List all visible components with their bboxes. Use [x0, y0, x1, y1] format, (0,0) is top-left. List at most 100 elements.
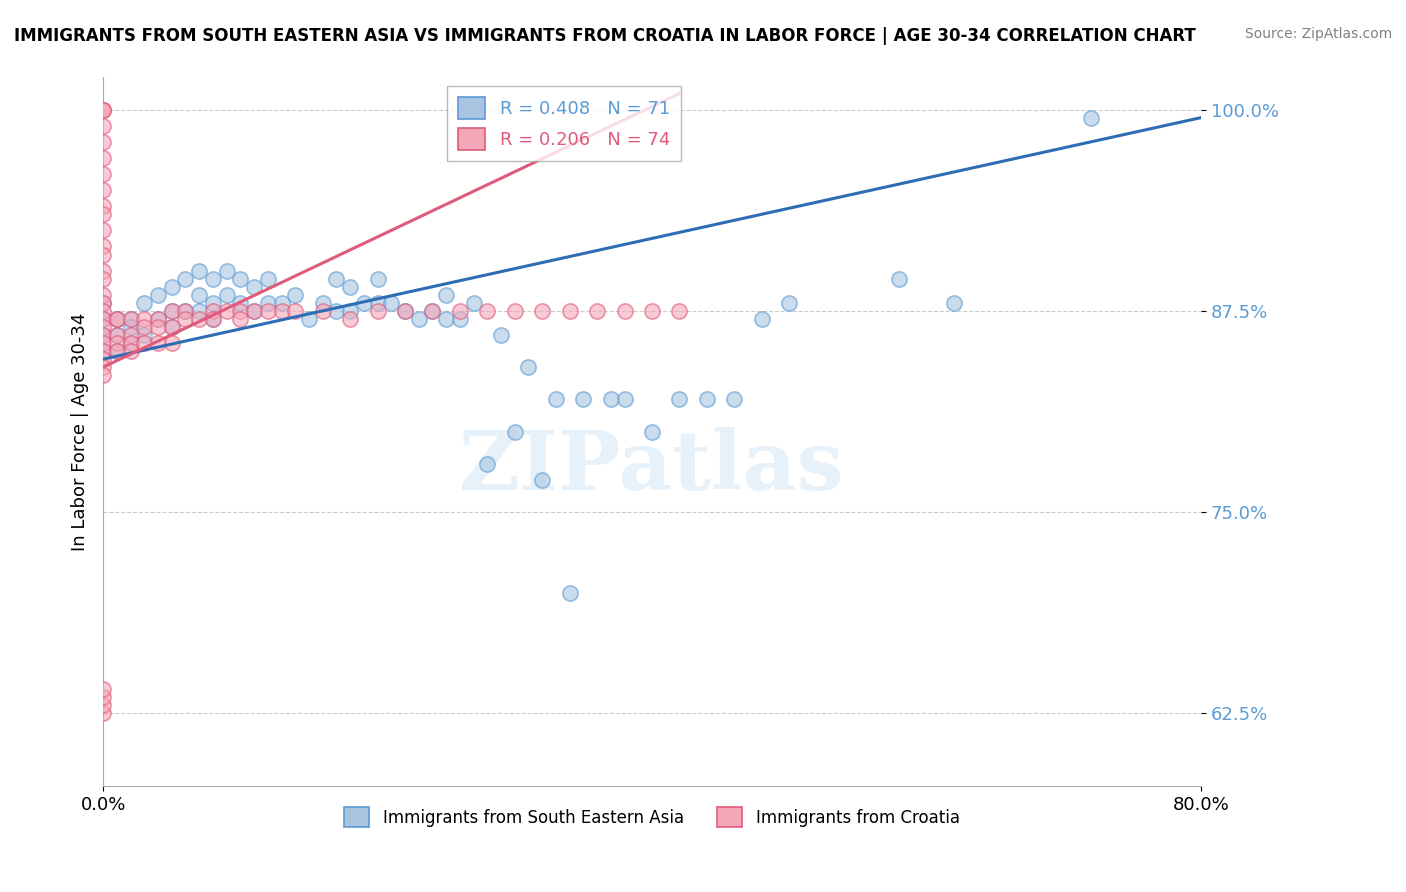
Point [134, 312, 156, 326]
Point [91, 271, 114, 285]
Point [160, 320, 183, 334]
Point [641, 425, 664, 439]
Point [91, 151, 114, 165]
Point [188, 263, 211, 277]
Point [270, 295, 292, 310]
Point [91, 706, 114, 721]
Point [531, 304, 554, 318]
Point [91, 682, 114, 697]
Point [339, 279, 361, 293]
Point [256, 271, 278, 285]
Point [91, 295, 114, 310]
Point [353, 295, 375, 310]
Point [503, 425, 526, 439]
Point [449, 304, 471, 318]
Point [477, 304, 499, 318]
Point [641, 304, 664, 318]
Point [572, 392, 595, 407]
Point [134, 328, 156, 343]
Point [146, 312, 169, 326]
Point [284, 287, 307, 301]
Point [201, 312, 224, 326]
Point [105, 312, 128, 326]
Point [105, 312, 128, 326]
Point [696, 392, 718, 407]
Point [215, 263, 238, 277]
Point [160, 304, 183, 318]
Point [489, 328, 512, 343]
Point [723, 392, 745, 407]
Point [243, 304, 266, 318]
Point [91, 312, 114, 326]
Point [463, 295, 485, 310]
Point [134, 336, 156, 351]
Point [434, 287, 457, 301]
Point [91, 263, 114, 277]
Point [284, 304, 307, 318]
Point [91, 336, 114, 351]
Point [91, 698, 114, 713]
Point [201, 295, 224, 310]
Point [105, 328, 128, 343]
Point [91, 207, 114, 221]
Point [91, 239, 114, 253]
Point [105, 336, 128, 351]
Point [174, 271, 197, 285]
Point [91, 223, 114, 237]
Point [91, 304, 114, 318]
Point [120, 336, 142, 351]
Point [367, 304, 389, 318]
Point [120, 344, 142, 359]
Point [558, 304, 581, 318]
Point [517, 360, 540, 375]
Point [91, 103, 114, 117]
Point [134, 320, 156, 334]
Point [422, 304, 444, 318]
Y-axis label: In Labor Force | Age 30-34: In Labor Force | Age 30-34 [72, 312, 89, 550]
Point [531, 473, 554, 487]
Text: ZIPatlas: ZIPatlas [460, 427, 845, 507]
Point [91, 320, 114, 334]
Point [408, 312, 430, 326]
Point [120, 328, 142, 343]
Point [380, 295, 402, 310]
Point [367, 271, 389, 285]
Point [174, 304, 197, 318]
Point [91, 119, 114, 133]
Point [215, 304, 238, 318]
Point [229, 271, 252, 285]
Point [298, 312, 321, 326]
Point [668, 304, 690, 318]
Point [160, 320, 183, 334]
Point [311, 295, 333, 310]
Point [887, 271, 910, 285]
Point [325, 271, 347, 285]
Point [339, 312, 361, 326]
Point [256, 295, 278, 310]
Point [120, 312, 142, 326]
Point [134, 295, 156, 310]
Point [394, 304, 416, 318]
Point [751, 312, 773, 326]
Point [91, 328, 114, 343]
Point [394, 304, 416, 318]
Point [91, 167, 114, 181]
Point [613, 392, 636, 407]
Point [120, 312, 142, 326]
Point [91, 103, 114, 117]
Text: Source: ZipAtlas.com: Source: ZipAtlas.com [1244, 27, 1392, 41]
Point [243, 279, 266, 293]
Point [1080, 111, 1102, 125]
Point [91, 199, 114, 213]
Point [215, 287, 238, 301]
Point [367, 295, 389, 310]
Point [229, 304, 252, 318]
Point [599, 392, 621, 407]
Point [778, 295, 800, 310]
Point [174, 304, 197, 318]
Point [91, 690, 114, 705]
Point [942, 295, 965, 310]
Point [188, 304, 211, 318]
Point [91, 287, 114, 301]
Point [613, 304, 636, 318]
